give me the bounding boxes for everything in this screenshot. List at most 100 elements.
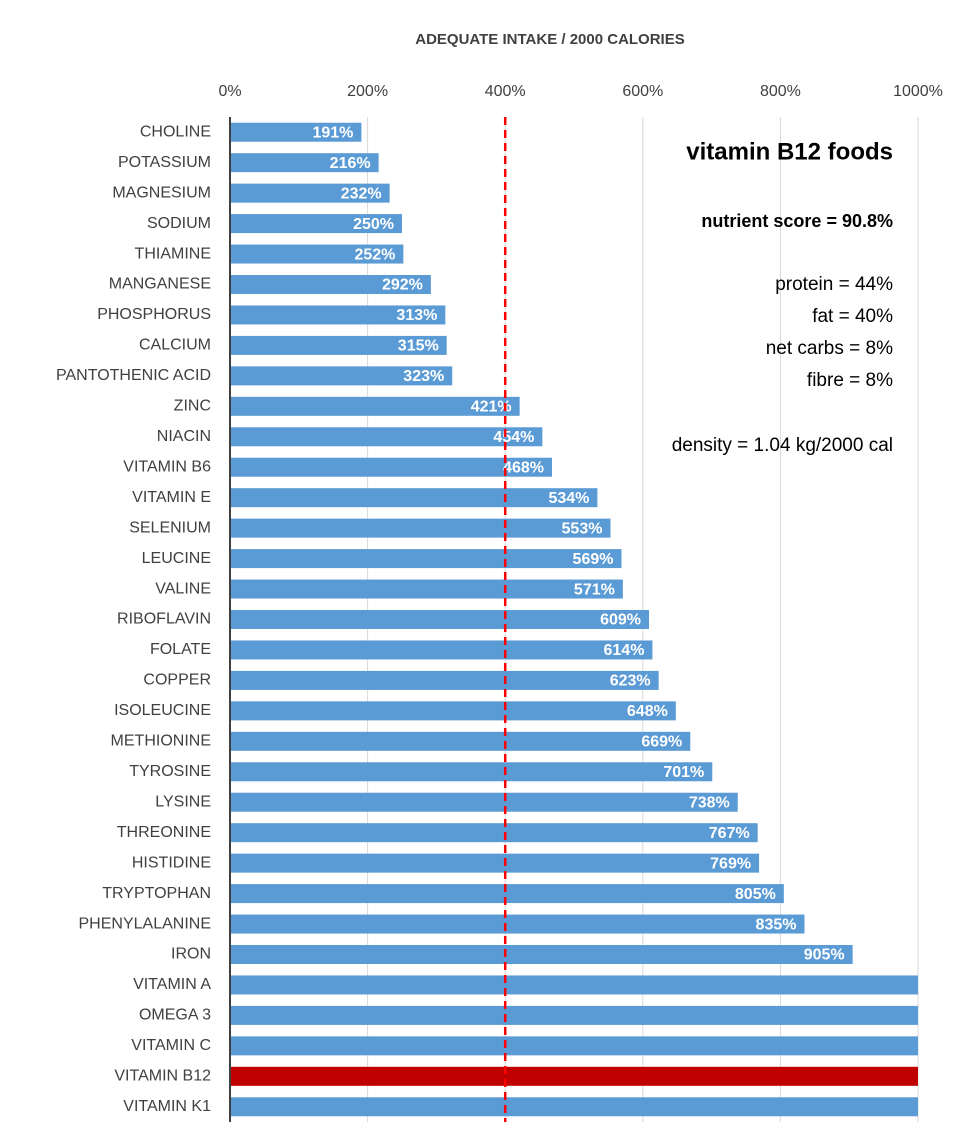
bar	[230, 823, 758, 843]
bar	[230, 640, 653, 660]
value-label: 648%	[627, 703, 668, 720]
bar	[230, 1005, 918, 1025]
x-tick-label: 0%	[218, 83, 241, 100]
bar	[230, 214, 402, 234]
y-tick-label: RIBOFLAVIN	[117, 611, 211, 628]
y-tick-label: VITAMIN E	[132, 489, 211, 506]
value-label: 623%	[610, 673, 651, 690]
y-tick-label: SODIUM	[147, 215, 211, 232]
value-label: 835%	[756, 916, 797, 933]
value-label: 315%	[398, 338, 439, 355]
value-label: 232%	[341, 185, 382, 202]
bar	[230, 853, 760, 873]
bar	[230, 427, 543, 447]
value-label: 669%	[641, 734, 682, 751]
value-label: 553%	[562, 520, 603, 537]
bar	[230, 549, 622, 569]
y-tick-label: LYSINE	[155, 793, 211, 810]
bar	[230, 275, 431, 294]
y-tick-label: HISTIDINE	[132, 854, 211, 871]
annotation: protein = 44%	[775, 274, 893, 295]
y-tick-label: VITAMIN B6	[123, 458, 211, 475]
y-tick-label: THREONINE	[117, 824, 211, 841]
bar	[230, 488, 598, 508]
y-tick-label: PHOSPHORUS	[97, 306, 211, 323]
value-label: 534%	[548, 490, 589, 507]
bar	[230, 122, 362, 142]
bar	[230, 1066, 918, 1086]
y-tick-label: CHOLINE	[140, 123, 211, 140]
bar	[230, 670, 659, 690]
value-label: 905%	[804, 947, 845, 964]
bar	[230, 1097, 918, 1117]
x-tick-label: 400%	[485, 83, 526, 100]
y-tick-label: VITAMIN C	[131, 1037, 211, 1054]
value-label: 769%	[710, 855, 751, 872]
y-tick-label: TRYPTOPHAN	[102, 885, 211, 902]
y-tick-label: MANGANESE	[109, 276, 211, 293]
y-tick-label: POTASSIUM	[118, 154, 211, 171]
y-tick-label: VITAMIN A	[133, 976, 211, 993]
bar	[230, 518, 611, 538]
y-tick-label: ZINC	[174, 398, 211, 415]
value-label: 614%	[604, 642, 645, 659]
bar	[230, 305, 446, 325]
y-tick-label: OMEGA 3	[139, 1007, 211, 1024]
bar	[230, 183, 390, 203]
x-tick-label: 600%	[622, 83, 663, 100]
value-label: 323%	[403, 368, 444, 385]
bar	[230, 914, 805, 934]
value-label: 292%	[382, 277, 423, 294]
value-label: 571%	[574, 581, 615, 598]
value-label: 216%	[330, 155, 371, 172]
y-tick-label: PANTOTHENIC ACID	[56, 367, 211, 384]
chart-title: ADEQUATE INTAKE / 2000 CALORIES	[415, 31, 685, 48]
y-tick-label: ISOLEUCINE	[114, 702, 211, 719]
x-tick-label: 200%	[347, 83, 388, 100]
bar	[230, 335, 447, 355]
annotation: vitamin B12 foods	[686, 138, 893, 165]
y-tick-label: CALCIUM	[139, 337, 211, 354]
value-label: 805%	[735, 886, 776, 903]
y-tick-label: VALINE	[155, 580, 211, 597]
y-tick-label: COPPER	[143, 672, 211, 689]
bar	[230, 731, 691, 751]
annotation: fat = 40%	[812, 306, 893, 327]
bar	[230, 366, 453, 386]
value-label: 569%	[573, 551, 614, 568]
annotation: density = 1.04 kg/2000 cal	[672, 435, 893, 456]
value-label: 767%	[709, 825, 750, 842]
value-label: 701%	[663, 764, 704, 781]
bar	[230, 579, 623, 599]
bar	[230, 701, 676, 721]
bar	[230, 244, 404, 264]
y-tick-label: TYROSINE	[129, 763, 211, 780]
annotation: fibre = 8%	[807, 370, 893, 391]
y-tick-label: NIACIN	[157, 428, 211, 445]
y-tick-label: SELENIUM	[129, 519, 211, 536]
value-label: 250%	[353, 216, 394, 233]
bar	[230, 792, 738, 812]
bar	[230, 153, 379, 173]
y-tick-label: THIAMINE	[135, 245, 211, 262]
x-tick-label: 1000%	[893, 83, 943, 100]
value-label: 468%	[503, 459, 544, 476]
y-tick-label: IRON	[171, 946, 211, 963]
y-tick-label: METHIONINE	[111, 733, 211, 750]
annotation: net carbs = 8%	[766, 338, 893, 359]
value-label: 252%	[354, 246, 395, 263]
value-label: 454%	[493, 429, 534, 446]
value-label: 609%	[600, 612, 641, 629]
y-tick-label: LEUCINE	[142, 550, 211, 567]
bar	[230, 975, 918, 995]
bar	[230, 610, 649, 629]
bar	[230, 945, 853, 964]
y-tick-label: VITAMIN B12	[114, 1068, 211, 1085]
y-tick-label: MAGNESIUM	[112, 184, 211, 201]
bar	[230, 762, 713, 782]
bar	[230, 1036, 918, 1056]
bar	[230, 457, 552, 477]
y-tick-label: FOLATE	[150, 641, 211, 658]
